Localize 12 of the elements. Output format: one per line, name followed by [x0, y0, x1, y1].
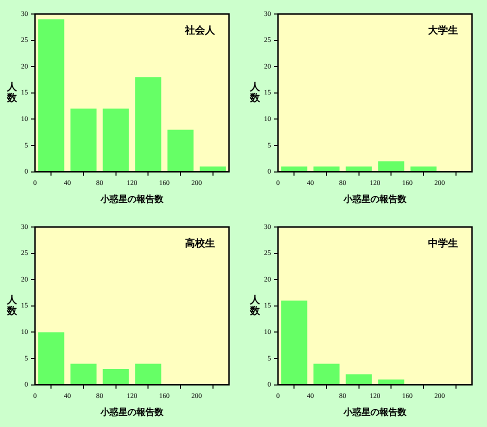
x-axis-title: 小惑星の報告数: [100, 406, 164, 418]
x-axis-title: 小惑星の報告数: [342, 406, 408, 418]
text: 社会人: [184, 24, 216, 37]
x-axis-title: 小惑星の報告数: [342, 194, 408, 205]
text: 高校生: [185, 238, 215, 250]
y-axis-title: 人数: [6, 294, 18, 317]
y-axis-title: 人数: [6, 80, 18, 104]
y-axis-title: 人数: [249, 80, 261, 104]
text: 大学生: [427, 24, 458, 37]
x-axis-title: 小惑星の報告数: [100, 194, 164, 205]
text: 中学生: [428, 238, 458, 250]
y-axis-title: 人数: [249, 294, 261, 317]
